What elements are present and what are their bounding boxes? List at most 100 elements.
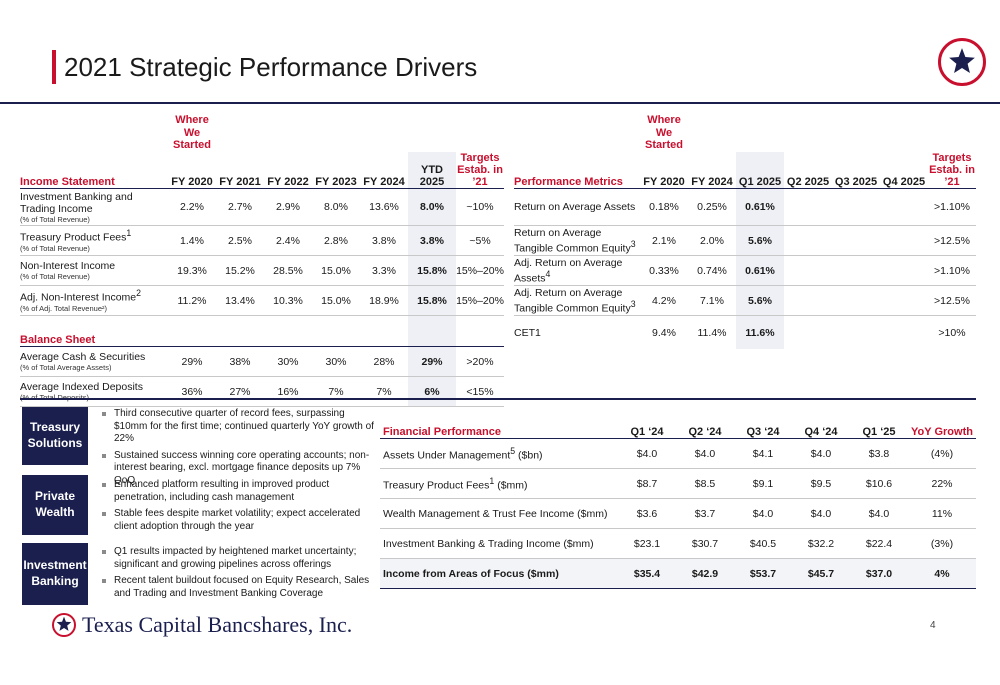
table-cell: 8.0% (312, 188, 360, 226)
fin-section-label: Financial Performance (380, 408, 618, 439)
empty-cell (456, 315, 504, 347)
row-label: Investment Banking and Trading Income (% … (20, 188, 168, 226)
table-cell: 0.61% (736, 255, 784, 286)
title-rule (0, 102, 1000, 104)
table-cell: 15.8% (408, 255, 456, 286)
table-cell: >12.5% (928, 225, 976, 256)
table-row: CET1 9.4% 11.4% 11.6% >10% (514, 315, 976, 350)
table-cell: $3.8 (850, 438, 908, 469)
footnote-ref: 3 (630, 298, 636, 309)
table-cell (832, 188, 880, 226)
table-cell: 15%–20% (456, 255, 504, 286)
segment-investment-banking: Investment Banking (22, 543, 88, 605)
table-cell: 11.6% (736, 315, 784, 349)
star-circle-icon (938, 38, 986, 86)
table-cell (880, 285, 928, 316)
table-cell: 2.2% (168, 188, 216, 226)
table-cell: >12.5% (928, 285, 976, 316)
table-cell: ~5% (456, 225, 504, 256)
table-cell: >1.10% (928, 188, 976, 226)
table-cell: 5.6% (736, 225, 784, 256)
table-row: Average Cash & Securities (% of Total Ave… (20, 346, 504, 377)
table-cell: 0.25% (688, 188, 736, 226)
col-header-targets: Targets Estab. in ’21 (928, 152, 976, 189)
row-sublabel: (% of Total Revenue) (20, 214, 90, 224)
table-cell: $4.0 (792, 498, 850, 529)
bullet-item: Recent talent buildout focused on Equity… (102, 575, 374, 600)
row-label: Investment Banking & Trading Income ($mm… (380, 528, 618, 559)
row-label-unit: ($bn) (515, 449, 543, 462)
col-header: FY 2023 (312, 152, 360, 189)
row-label-text: Return on Average Tangible Common Equity (514, 226, 631, 255)
table-cell: 28.5% (264, 255, 312, 286)
table-cell: $9.5 (792, 468, 850, 499)
segment-private-wealth: Private Wealth (22, 475, 88, 535)
table-cell (880, 188, 928, 226)
empty-cell (408, 315, 456, 347)
col-header: Q3 2025 (832, 152, 880, 189)
row-label: Wealth Management & Trust Fee Income ($m… (380, 498, 618, 529)
empty-cell (312, 315, 360, 347)
empty-cell (360, 315, 408, 347)
row-label: Treasury Product Fees1 ($mm) (380, 468, 618, 499)
col-header: Q3 ‘24 (734, 408, 792, 439)
table-row: Treasury Product Fees1 ($mm) $8.7 $8.5 $9.1… (380, 468, 976, 499)
row-label: Non-Interest Income (% of Total Revenue) (20, 255, 168, 286)
bullet-item: Stable fees despite market volatility; e… (102, 508, 374, 533)
table-cell (784, 316, 832, 350)
col-header-yoy: YoY Growth (908, 408, 976, 439)
table-cell: (4%) (908, 438, 976, 469)
col-header: FY 2022 (264, 152, 312, 189)
row-label-text: Investment Banking and Trading Income (20, 190, 133, 215)
perf-section-label: Performance Metrics (514, 152, 640, 189)
table-cell: >1.10% (928, 255, 976, 286)
table-cell: 2.4% (264, 225, 312, 256)
table-cell: 19.3% (168, 255, 216, 286)
bullet-item: Q1 results impacted by heightened market… (102, 546, 374, 571)
row-sublabel: (% of Total Average Assets) (20, 363, 112, 372)
table-cell: 15.0% (312, 255, 360, 286)
table-cell (880, 316, 928, 350)
balance-section-label: Balance Sheet (20, 315, 168, 347)
table-row: Return on Average Tangible Common Equity… (514, 225, 976, 256)
table-cell: $4.0 (618, 438, 676, 469)
table-cell: $4.0 (792, 438, 850, 469)
table-row: Non-Interest Income (% of Total Revenue) 1… (20, 255, 504, 286)
row-label: Average Cash & Securities (% of Total Ave… (20, 346, 168, 377)
col-header: Q2 ‘24 (676, 408, 734, 439)
where-started-label: Where We Started (645, 114, 683, 152)
table-cell: 11.4% (697, 326, 727, 339)
total-cell: $53.7 (734, 558, 792, 589)
total-label: Income from Areas of Focus ($mm) (380, 558, 618, 589)
row-sublabel: (% of Total Deposits) (20, 393, 168, 402)
bullet-item: Enhanced platform resulting in improved … (102, 479, 374, 504)
table-row: Investment Banking and Trading Income (% … (20, 188, 504, 226)
col-header: YTD 2025 (408, 152, 456, 189)
table-cell (832, 285, 880, 316)
col-header: FY 2021 (216, 152, 264, 189)
table-cell (880, 225, 928, 256)
col-header: Q2 2025 (784, 152, 832, 189)
table-cell: 0.18% (640, 188, 688, 226)
income-header-row: Income Statement FY 2020 FY 2021 FY 2022… (20, 152, 504, 189)
table-cell: $4.0 (734, 498, 792, 529)
table-cell: 3.8% (360, 225, 408, 256)
table-row: Return on Average Assets 0.18% 0.25% 0.61% >… (514, 188, 976, 226)
financial-performance-table: Financial Performance Q1 ‘24 Q2 ‘24 Q3 ‘… (380, 408, 976, 589)
footnote-ref: 2 (136, 288, 142, 299)
col-header: Q1 ‘25 (850, 408, 908, 439)
table-row: Wealth Management & Trust Fee Income ($m… (380, 498, 976, 529)
table-cell: 15.0% (312, 285, 360, 316)
row-label: Adj. Return on Average Tangible Common E… (514, 285, 640, 316)
col-header: Q1 ‘24 (618, 408, 676, 439)
row-label: Adj. Non-Interest Income2 (% of Adj. Tota… (20, 285, 168, 316)
company-logo: Texas Capital Bancshares, Inc. (52, 612, 352, 638)
empty-cell (216, 315, 264, 347)
empty-cell (168, 315, 216, 347)
table-cell: 36% (168, 376, 216, 407)
table-row: Assets Under Management5 ($bn) $4.0 $4.0 $4… (380, 438, 976, 469)
ib-bullets: Q1 results impacted by heightened market… (102, 546, 374, 604)
col-header: FY 2020 (640, 152, 688, 189)
table-cell: 13.4% (216, 285, 264, 316)
perf-header-top: Where We Started (514, 108, 976, 152)
